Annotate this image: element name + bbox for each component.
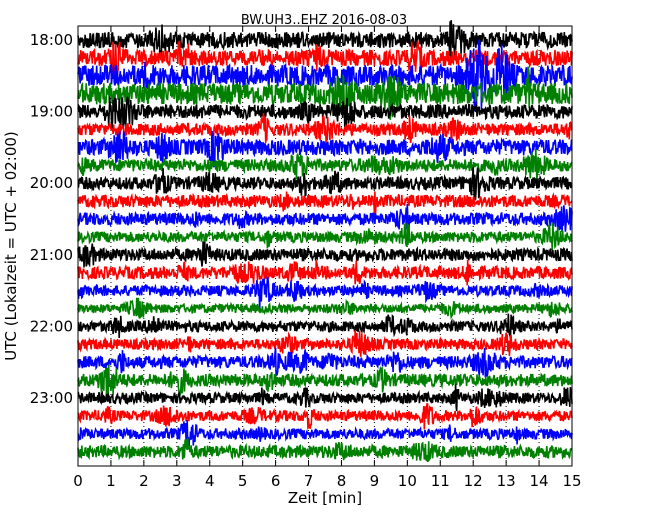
trace-2115 (77, 259, 573, 286)
x-axis-label: Zeit [min] (288, 489, 362, 507)
x-tick-label: 6 (271, 472, 281, 490)
trace-2015 (77, 191, 573, 215)
x-tick-label: 10 (398, 472, 417, 490)
trace-1845 (77, 66, 573, 120)
trace-2230 (77, 347, 573, 378)
trace-2315 (77, 402, 573, 430)
x-tick-label: 4 (205, 472, 215, 490)
trace-2300 (77, 384, 573, 412)
trace-1815 (77, 40, 573, 79)
trace-2200 (77, 313, 573, 340)
trace-2100 (77, 241, 573, 268)
trace-2130 (77, 276, 573, 311)
trace-1930 (77, 130, 573, 168)
trace-1830 (77, 39, 573, 112)
trace-2030 (77, 203, 573, 232)
y-axis-ticks: 18:00 19:00 20:00 21:00 22:00 23:00 (30, 31, 84, 407)
x-tick-label: 1 (106, 472, 116, 490)
x-tick-label: 2 (139, 472, 149, 490)
trace-1945 (77, 148, 573, 181)
x-tick-label: 9 (370, 472, 380, 490)
y-axis-label: UTC (Lokalzeit = UTC + 02:00) (2, 131, 20, 361)
trace-2145 (77, 297, 573, 320)
trace-2345 (77, 437, 573, 463)
y-tick-label: 19:00 (30, 103, 73, 121)
y-tick-label: 23:00 (30, 389, 73, 407)
x-tick-label: 0 (73, 472, 83, 490)
x-axis-ticks: 0 1 2 3 4 5 6 7 8 9 10 11 12 13 14 15 (73, 26, 582, 490)
x-tick-label: 7 (304, 472, 314, 490)
trace-1915 (77, 113, 573, 144)
x-tick-label: 5 (238, 472, 248, 490)
y-tick-label: 20:00 (30, 174, 73, 192)
chart-title: BW.UH3..EHZ 2016-08-03 (241, 13, 407, 28)
trace-1900 (77, 96, 573, 132)
trace-2330 (77, 419, 573, 450)
x-tick-label: 3 (172, 472, 182, 490)
x-tick-label: 13 (497, 472, 516, 490)
trace-2045 (77, 221, 573, 251)
trace-2000 (77, 166, 573, 201)
x-tick-label: 12 (464, 472, 483, 490)
x-tick-label: 8 (337, 472, 347, 490)
trace-2215 (77, 330, 573, 357)
x-tick-label: 14 (530, 472, 549, 490)
y-tick-label: 18:00 (30, 31, 73, 49)
x-tick-label: 15 (562, 472, 581, 490)
x-tick-label: 11 (431, 472, 450, 490)
trace-2245 (77, 364, 573, 399)
y-tick-label: 22:00 (30, 317, 73, 335)
y-tick-label: 21:00 (30, 246, 73, 264)
grid-layer (110, 26, 540, 466)
plot-frame (77, 25, 573, 467)
trace-layer (77, 20, 573, 463)
